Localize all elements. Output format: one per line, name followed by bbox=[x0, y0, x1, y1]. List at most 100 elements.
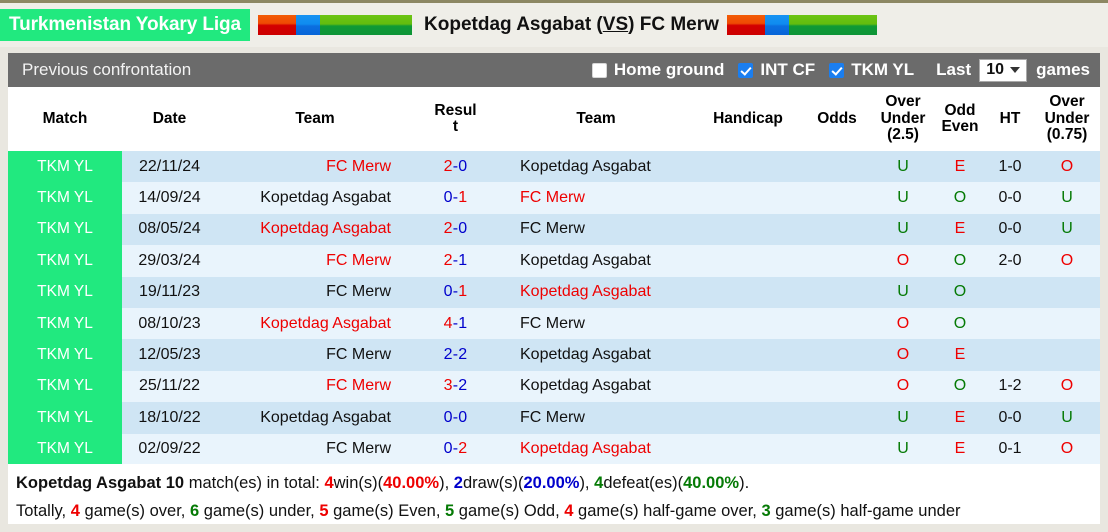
table-row[interactable]: TKM YL 29/03/24 FC Merw 2-1 Kopetdag Asgabat… bbox=[8, 245, 1100, 277]
table-row[interactable]: TKM YL 08/10/23 Kopetdag Asgabat 4-1 FC Merw… bbox=[8, 307, 1100, 340]
cell-over-under-075: O bbox=[1034, 245, 1100, 277]
table-row[interactable]: TKM YL 22/11/24 FC Merw 2-0 Kopetdag Asgabat… bbox=[8, 151, 1100, 183]
summary-wins-pct: 40.00% bbox=[383, 474, 440, 492]
cell-date: 12/05/23 bbox=[122, 339, 217, 371]
cell-team-away: FC Merw bbox=[498, 402, 694, 434]
col-header-handicap[interactable]: Handicap bbox=[694, 87, 802, 151]
int-cf-checkbox[interactable] bbox=[738, 62, 754, 78]
col-header-over-under-075[interactable]: Over Under (0.75) bbox=[1034, 87, 1100, 151]
cell-odd-even: E bbox=[934, 339, 986, 371]
cell-ht: 0-0 bbox=[986, 182, 1034, 214]
odd-count: 5 bbox=[445, 502, 455, 520]
col-header-odd-even[interactable]: Odd Even bbox=[934, 87, 986, 151]
cell-team-home: Kopetdag Asgabat bbox=[217, 307, 413, 340]
home-ground-label: Home ground bbox=[613, 60, 725, 79]
cell-over-under-075: U bbox=[1034, 213, 1100, 246]
cell-ht: 0-1 bbox=[986, 433, 1034, 465]
cell-result: 0-2 bbox=[413, 433, 498, 465]
cell-result: 0-1 bbox=[413, 276, 498, 308]
home-ground-checkbox[interactable] bbox=[591, 62, 607, 78]
col-header-ht[interactable]: HT bbox=[986, 87, 1034, 151]
result-away-goals: 0 bbox=[458, 157, 468, 175]
cell-team-away: FC Merw bbox=[498, 213, 694, 246]
result-away-goals: 1 bbox=[458, 189, 468, 207]
table-row[interactable]: TKM YL 19/11/23 FC Merw 0-1 Kopetdag Asgabat… bbox=[8, 276, 1100, 308]
cell-ht bbox=[986, 339, 1034, 371]
col-header-date[interactable]: Date bbox=[122, 87, 217, 151]
cell-over-under-075 bbox=[1034, 276, 1100, 308]
summary-line-1: Kopetdag Asgabat 10 match(es) in total: … bbox=[16, 469, 1100, 497]
games-count-select[interactable]: 10 bbox=[979, 58, 1028, 82]
table-row[interactable]: TKM YL 18/10/22 Kopetdag Asgabat 0-0 FC Merw… bbox=[8, 402, 1100, 434]
tkm-yl-checkbox[interactable] bbox=[829, 62, 845, 78]
cell-team-away: FC Merw bbox=[498, 182, 694, 214]
cell-handicap bbox=[694, 370, 802, 403]
cell-handicap bbox=[694, 245, 802, 277]
table-row[interactable]: TKM YL 14/09/24 Kopetdag Asgabat 0-1 FC Merw… bbox=[8, 182, 1100, 214]
table-row[interactable]: TKM YL 08/05/24 Kopetdag Asgabat 2-0 FC Merw… bbox=[8, 213, 1100, 246]
cell-team-away: FC Merw bbox=[498, 307, 694, 340]
summary-line-2: Totally, 4 game(s) over, 6 game(s) under… bbox=[16, 497, 1100, 525]
summary-defeats-count: 4 bbox=[594, 474, 604, 492]
result-home-goals: 4 bbox=[443, 314, 453, 332]
under-text: game(s) under, bbox=[203, 502, 315, 520]
cell-odd-even: E bbox=[934, 433, 986, 465]
result-home-goals: 0 bbox=[443, 408, 453, 426]
cell-date: 19/11/23 bbox=[122, 276, 217, 308]
tkm-yl-label: TKM YL bbox=[851, 60, 915, 79]
col-header-odds[interactable]: Odds bbox=[802, 87, 872, 151]
cell-result: 2-2 bbox=[413, 339, 498, 371]
cell-ht: 0-0 bbox=[986, 402, 1034, 434]
cell-league: TKM YL bbox=[8, 245, 122, 277]
ou25-line2: Under bbox=[880, 109, 926, 127]
table-row[interactable]: TKM YL 12/05/23 FC Merw 2-2 Kopetdag Asgabat… bbox=[8, 339, 1100, 371]
bar-segment-green bbox=[788, 15, 877, 35]
col-header-match[interactable]: Match bbox=[8, 87, 122, 151]
last-label: Last bbox=[936, 60, 972, 79]
cell-ht: 1-2 bbox=[986, 370, 1034, 403]
cell-handicap bbox=[694, 339, 802, 371]
odd-text: game(s) Odd, bbox=[458, 502, 560, 520]
cell-odds bbox=[802, 245, 872, 277]
col-header-over-under-25[interactable]: Over Under (2.5) bbox=[872, 87, 934, 151]
over-count: 4 bbox=[70, 502, 80, 520]
int-cf-filter[interactable]: INT CF bbox=[738, 60, 827, 80]
result-separator: - bbox=[452, 408, 459, 426]
cell-odd-even: E bbox=[934, 402, 986, 434]
table-body: TKM YL 22/11/24 FC Merw 2-0 Kopetdag Asgabat… bbox=[8, 151, 1100, 465]
cell-date: 22/11/24 bbox=[122, 151, 217, 183]
table-row[interactable]: TKM YL 02/09/22 FC Merw 0-2 Kopetdag Asgabat… bbox=[8, 433, 1100, 465]
confrontation-table-wrap: Match Date Team Resul t Team Handicap Od… bbox=[8, 87, 1100, 465]
last-games-filter[interactable]: Last 10 games bbox=[928, 58, 1090, 82]
cell-over-under-075: O bbox=[1034, 370, 1100, 403]
cell-handicap bbox=[694, 213, 802, 246]
summary-team-name: Kopetdag Asgabat bbox=[16, 474, 162, 492]
team-color-bar-left bbox=[258, 15, 413, 35]
home-ground-filter[interactable]: Home ground bbox=[591, 60, 737, 80]
col-header-result-line1: Resul bbox=[434, 101, 477, 119]
cell-odds bbox=[802, 339, 872, 371]
col-header-result[interactable]: Resul t bbox=[413, 87, 498, 151]
col-header-team-away[interactable]: Team bbox=[498, 87, 694, 151]
summary-total-text: match(es) in total: bbox=[188, 474, 320, 492]
cell-over-under-25: O bbox=[872, 339, 934, 371]
summary-draws-text: draw(s)( bbox=[462, 474, 524, 492]
cell-over-under-075: U bbox=[1034, 182, 1100, 214]
league-badge: Turkmenistan Yokary Liga bbox=[0, 9, 251, 41]
top-stripe bbox=[0, 0, 1108, 3]
confrontation-table: Match Date Team Resul t Team Handicap Od… bbox=[8, 87, 1100, 465]
table-row[interactable]: TKM YL 25/11/22 FC Merw 3-2 Kopetdag Asgabat… bbox=[8, 370, 1100, 403]
totally-prefix: Totally, bbox=[16, 502, 67, 520]
matchup-vs-label: VS bbox=[602, 14, 629, 35]
cell-team-home: Kopetdag Asgabat bbox=[217, 213, 413, 246]
cell-team-home: FC Merw bbox=[217, 151, 413, 183]
summary-defeats-pct: 40.00% bbox=[683, 474, 740, 492]
result-home-goals: 0 bbox=[443, 189, 453, 207]
cell-over-under-075 bbox=[1034, 307, 1100, 340]
col-header-team-home[interactable]: Team bbox=[217, 87, 413, 151]
cell-result: 2-0 bbox=[413, 151, 498, 183]
cell-handicap bbox=[694, 151, 802, 183]
filter-toolbar: Previous confrontation Home ground INT C… bbox=[8, 53, 1100, 87]
tkm-yl-filter[interactable]: TKM YL bbox=[829, 60, 926, 80]
table-head: Match Date Team Resul t Team Handicap Od… bbox=[8, 87, 1100, 151]
